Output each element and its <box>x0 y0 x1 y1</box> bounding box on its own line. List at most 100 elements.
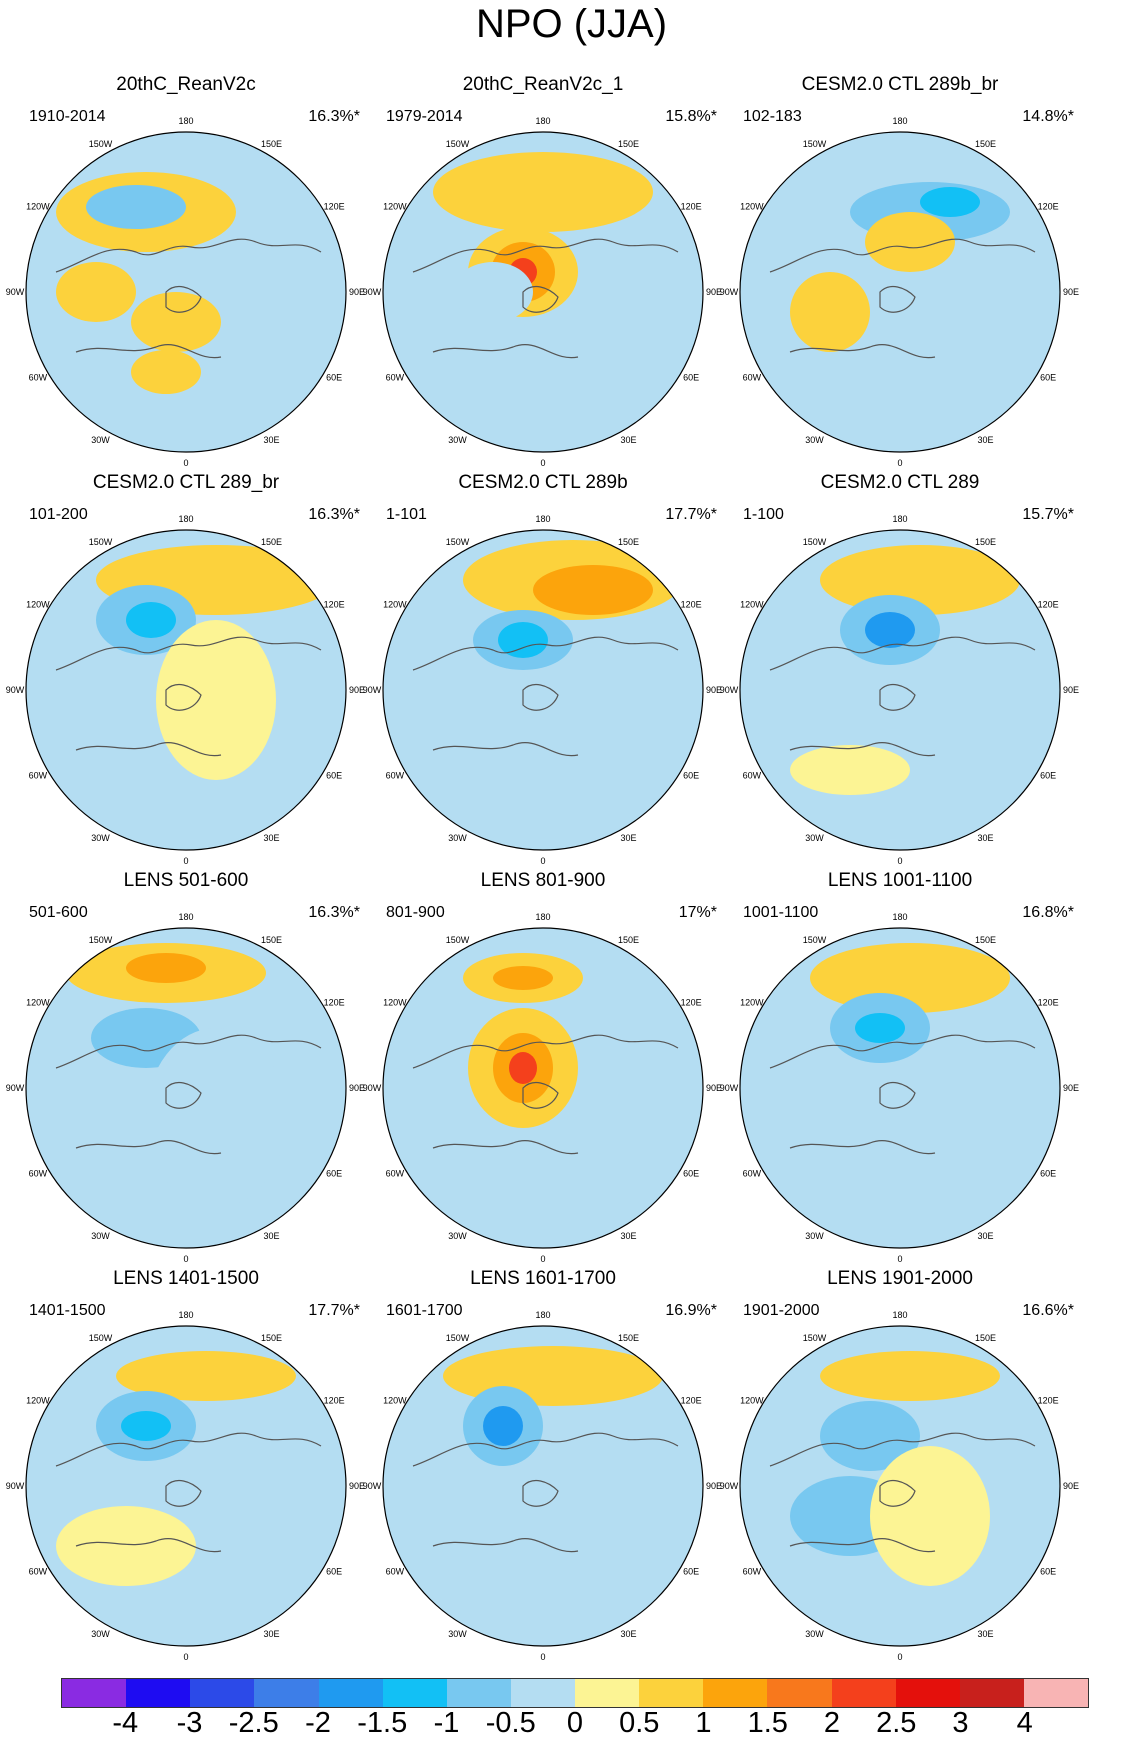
longitude-label: 120W <box>383 600 407 610</box>
colorbar-tick-label: 1 <box>695 1707 712 1739</box>
colorbar-tick-label: 0.5 <box>619 1707 660 1739</box>
panel-variance: 16.3%* <box>308 904 360 921</box>
longitude-label: 0 <box>540 1254 545 1264</box>
polar-map-svg: 180 150E 120E 90E 60E 30E 0 30W 60W 90W 120W 150W <box>363 912 722 1264</box>
polar-map-svg: 180 150E 120E 90E 60E 30E 0 30W 60W 90W 120W 150W <box>6 514 365 866</box>
colorbar-tick-label: -0.5 <box>485 1707 536 1739</box>
longitude-label: 30E <box>620 833 636 843</box>
longitude-label: 150W <box>446 1333 470 1343</box>
longitude-label: 150E <box>261 537 282 547</box>
map-panel: CESM2.0 CTL 289 1-100 15.7%* 180 150E 120E 90E… <box>720 472 1080 866</box>
longitude-label: 150W <box>803 139 827 149</box>
longitude-label: 60E <box>326 771 342 781</box>
longitude-label: 0 <box>540 1652 545 1662</box>
panel-period: 1401-1500 <box>29 1302 106 1319</box>
longitude-label: 60E <box>683 1169 699 1179</box>
longitude-label: 90E <box>349 287 365 297</box>
longitude-label: 60E <box>683 373 699 383</box>
panel-title: 20thC_ReanV2c_1 <box>462 74 624 95</box>
polar-map-svg: 180 150E 120E 90E 60E 30E 0 30W 60W 90W 120W 150W <box>363 514 722 866</box>
anomaly-contour <box>865 612 915 648</box>
colorbar-tick-label: -2 <box>305 1707 331 1739</box>
longitude-label: 120E <box>681 998 702 1008</box>
polar-map-svg: 180 150E 120E 90E 60E 30E 0 30W 60W 90W 120W 150W <box>6 116 365 468</box>
longitude-label: 30E <box>977 435 993 445</box>
colorbar-cell <box>639 1679 704 1707</box>
panel-title: LENS 501-600 <box>123 870 249 891</box>
longitude-label: 60E <box>1040 771 1056 781</box>
longitude-label: 30W <box>91 1629 110 1639</box>
panel-title: CESM2.0 CTL 289 <box>820 472 980 493</box>
colorbar <box>61 1678 1089 1708</box>
panel-period: 1-101 <box>386 506 427 523</box>
panel-variance: 16.3%* <box>308 506 360 523</box>
longitude-label: 0 <box>897 856 902 866</box>
longitude-label: 30E <box>620 1629 636 1639</box>
anomaly-contour <box>533 565 653 615</box>
colorbar-cell <box>126 1679 191 1707</box>
longitude-label: 60E <box>1040 373 1056 383</box>
longitude-label: 120E <box>324 1396 345 1406</box>
longitude-label: 30E <box>263 1231 279 1241</box>
coastline <box>769 1034 1036 1155</box>
anomaly-contour <box>920 187 980 217</box>
longitude-label: 60E <box>683 771 699 781</box>
anomaly-contour <box>126 602 176 638</box>
longitude-label: 180 <box>178 116 193 126</box>
longitude-label: 60W <box>29 373 48 383</box>
map-panel: CESM2.0 CTL 289b_br 102-183 14.8%* 180 150E 1… <box>720 74 1080 468</box>
longitude-label: 30E <box>977 833 993 843</box>
longitude-label: 150E <box>975 537 996 547</box>
longitude-label: 30E <box>620 1231 636 1241</box>
longitude-label: 0 <box>540 856 545 866</box>
longitude-label: 90E <box>706 685 722 695</box>
panel-variance: 16.9%* <box>665 1302 717 1319</box>
anomaly-contour <box>493 966 553 990</box>
longitude-label: 30E <box>977 1629 993 1639</box>
longitude-label: 90E <box>706 1083 722 1093</box>
longitude-label: 30W <box>805 833 824 843</box>
longitude-label: 120W <box>740 998 764 1008</box>
panel-variance: 16.6%* <box>1022 1302 1074 1319</box>
longitude-label: 60W <box>29 771 48 781</box>
longitude-label: 30W <box>448 833 467 843</box>
longitude-label: 0 <box>897 1652 902 1662</box>
longitude-label: 120W <box>740 1396 764 1406</box>
longitude-label: 60E <box>1040 1169 1056 1179</box>
map-panel: 20thC_ReanV2c_1 1979-2014 15.8%* 180 150E 120… <box>363 74 723 468</box>
longitude-label: 120E <box>324 600 345 610</box>
panel-period: 101-200 <box>29 506 88 523</box>
anomaly-contour <box>810 943 1010 1013</box>
panel-title: LENS 801-900 <box>480 870 606 891</box>
colorbar-cell <box>767 1679 832 1707</box>
longitude-label: 150E <box>975 935 996 945</box>
coastline <box>55 238 322 359</box>
longitude-label: 90E <box>349 1083 365 1093</box>
anomaly-contour <box>156 620 276 780</box>
figure-title: NPO (JJA) <box>475 2 668 46</box>
longitude-label: 90W <box>6 287 25 297</box>
longitude-label: 90E <box>1063 1083 1079 1093</box>
coastline <box>412 636 679 757</box>
longitude-label: 30W <box>91 435 110 445</box>
longitude-label: 180 <box>535 912 550 922</box>
longitude-label: 120E <box>324 998 345 1008</box>
colorbar-cell <box>510 1679 575 1707</box>
coastline <box>769 636 1036 757</box>
panel-variance: 17%* <box>678 904 717 921</box>
longitude-label: 120E <box>681 202 702 212</box>
longitude-label: 0 <box>183 856 188 866</box>
longitude-label: 60W <box>29 1567 48 1577</box>
polar-map-svg: 180 150E 120E 90E 60E 30E 0 30W 60W 90W 120W 150W <box>363 116 722 468</box>
longitude-label: 90E <box>1063 1481 1079 1491</box>
longitude-label: 90W <box>6 685 25 695</box>
anomaly-contour <box>820 1401 920 1471</box>
anomaly-contour <box>820 545 1020 615</box>
longitude-label: 120E <box>324 202 345 212</box>
panel-title: LENS 1901-2000 <box>827 1268 973 1289</box>
longitude-label: 0 <box>540 458 545 468</box>
colorbar-tick-label: -1 <box>433 1707 460 1739</box>
longitude-label: 150W <box>89 139 113 149</box>
longitude-label: 90E <box>1063 287 1079 297</box>
map-border <box>739 529 1061 851</box>
